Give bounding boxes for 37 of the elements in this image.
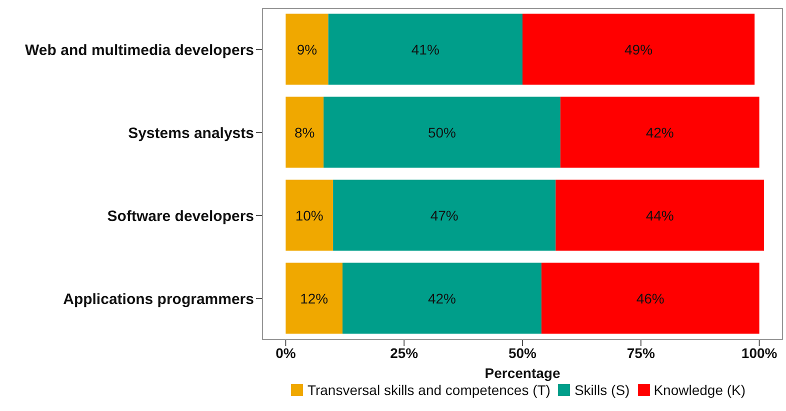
bar	[324, 96, 560, 168]
data-label: 10%	[295, 207, 324, 224]
legend-label: Skills (S)	[573, 382, 630, 398]
data-label: 42%	[428, 290, 456, 306]
data-label: 9%	[296, 41, 318, 58]
data-label: 50%	[428, 124, 456, 140]
data-label: 42%	[646, 124, 674, 140]
bar	[522, 14, 755, 85]
y-tick-label: Applications programmers	[63, 290, 254, 308]
legend-label: Transversal skills and competences (T)	[306, 382, 550, 398]
x-tick-label: 0%	[276, 344, 296, 361]
bar	[286, 180, 334, 251]
data-label: 47%	[430, 207, 458, 224]
x-tick-label: 100%	[741, 344, 778, 361]
bar	[560, 96, 760, 168]
bar	[286, 262, 343, 334]
bar	[286, 14, 328, 85]
x-tick-label: 50%	[508, 344, 538, 361]
y-tick-label: Software developers	[107, 208, 254, 225]
data-label: 12%	[300, 290, 328, 306]
bar	[541, 262, 760, 334]
data-label: 49%	[624, 41, 653, 58]
bar	[556, 180, 764, 251]
x-axis-title: Percentage	[484, 365, 560, 381]
data-label: 46%	[636, 290, 664, 306]
bar	[333, 180, 556, 251]
y-tick-label: Systems analysts	[128, 124, 254, 142]
x-tick-label: 25%	[390, 344, 419, 361]
data-label: 41%	[411, 41, 440, 58]
bar	[328, 14, 522, 85]
x-tick-label: 75%	[626, 344, 656, 361]
data-label: 8%	[294, 124, 315, 140]
y-tick-label: Web and multimedia developers	[25, 42, 254, 59]
legend-label: Knowledge (K)	[652, 382, 746, 398]
bar	[286, 96, 324, 168]
data-label: 44%	[646, 207, 674, 224]
bar	[342, 262, 542, 334]
